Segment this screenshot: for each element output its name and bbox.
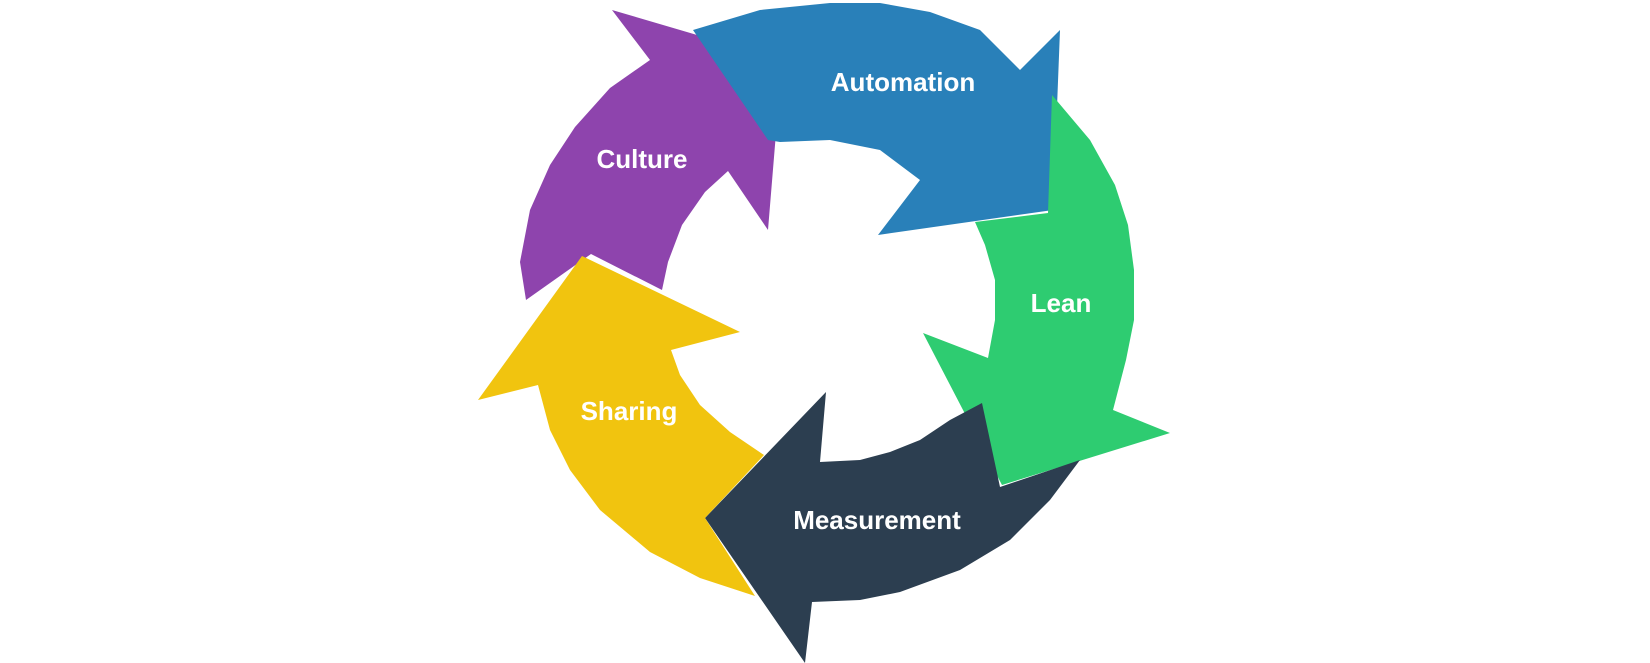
lean-arrow bbox=[923, 95, 1170, 485]
automation-arrow bbox=[693, 3, 1060, 235]
sharing-arrow bbox=[478, 256, 764, 596]
culture-arrow bbox=[520, 10, 782, 300]
sharing-label: Sharing bbox=[581, 396, 678, 426]
culture-label: Culture bbox=[597, 144, 688, 174]
measurement-arrow bbox=[705, 392, 1080, 663]
automation-label: Automation bbox=[831, 67, 975, 97]
measurement-label: Measurement bbox=[793, 505, 961, 535]
lean-label: Lean bbox=[1031, 288, 1092, 318]
